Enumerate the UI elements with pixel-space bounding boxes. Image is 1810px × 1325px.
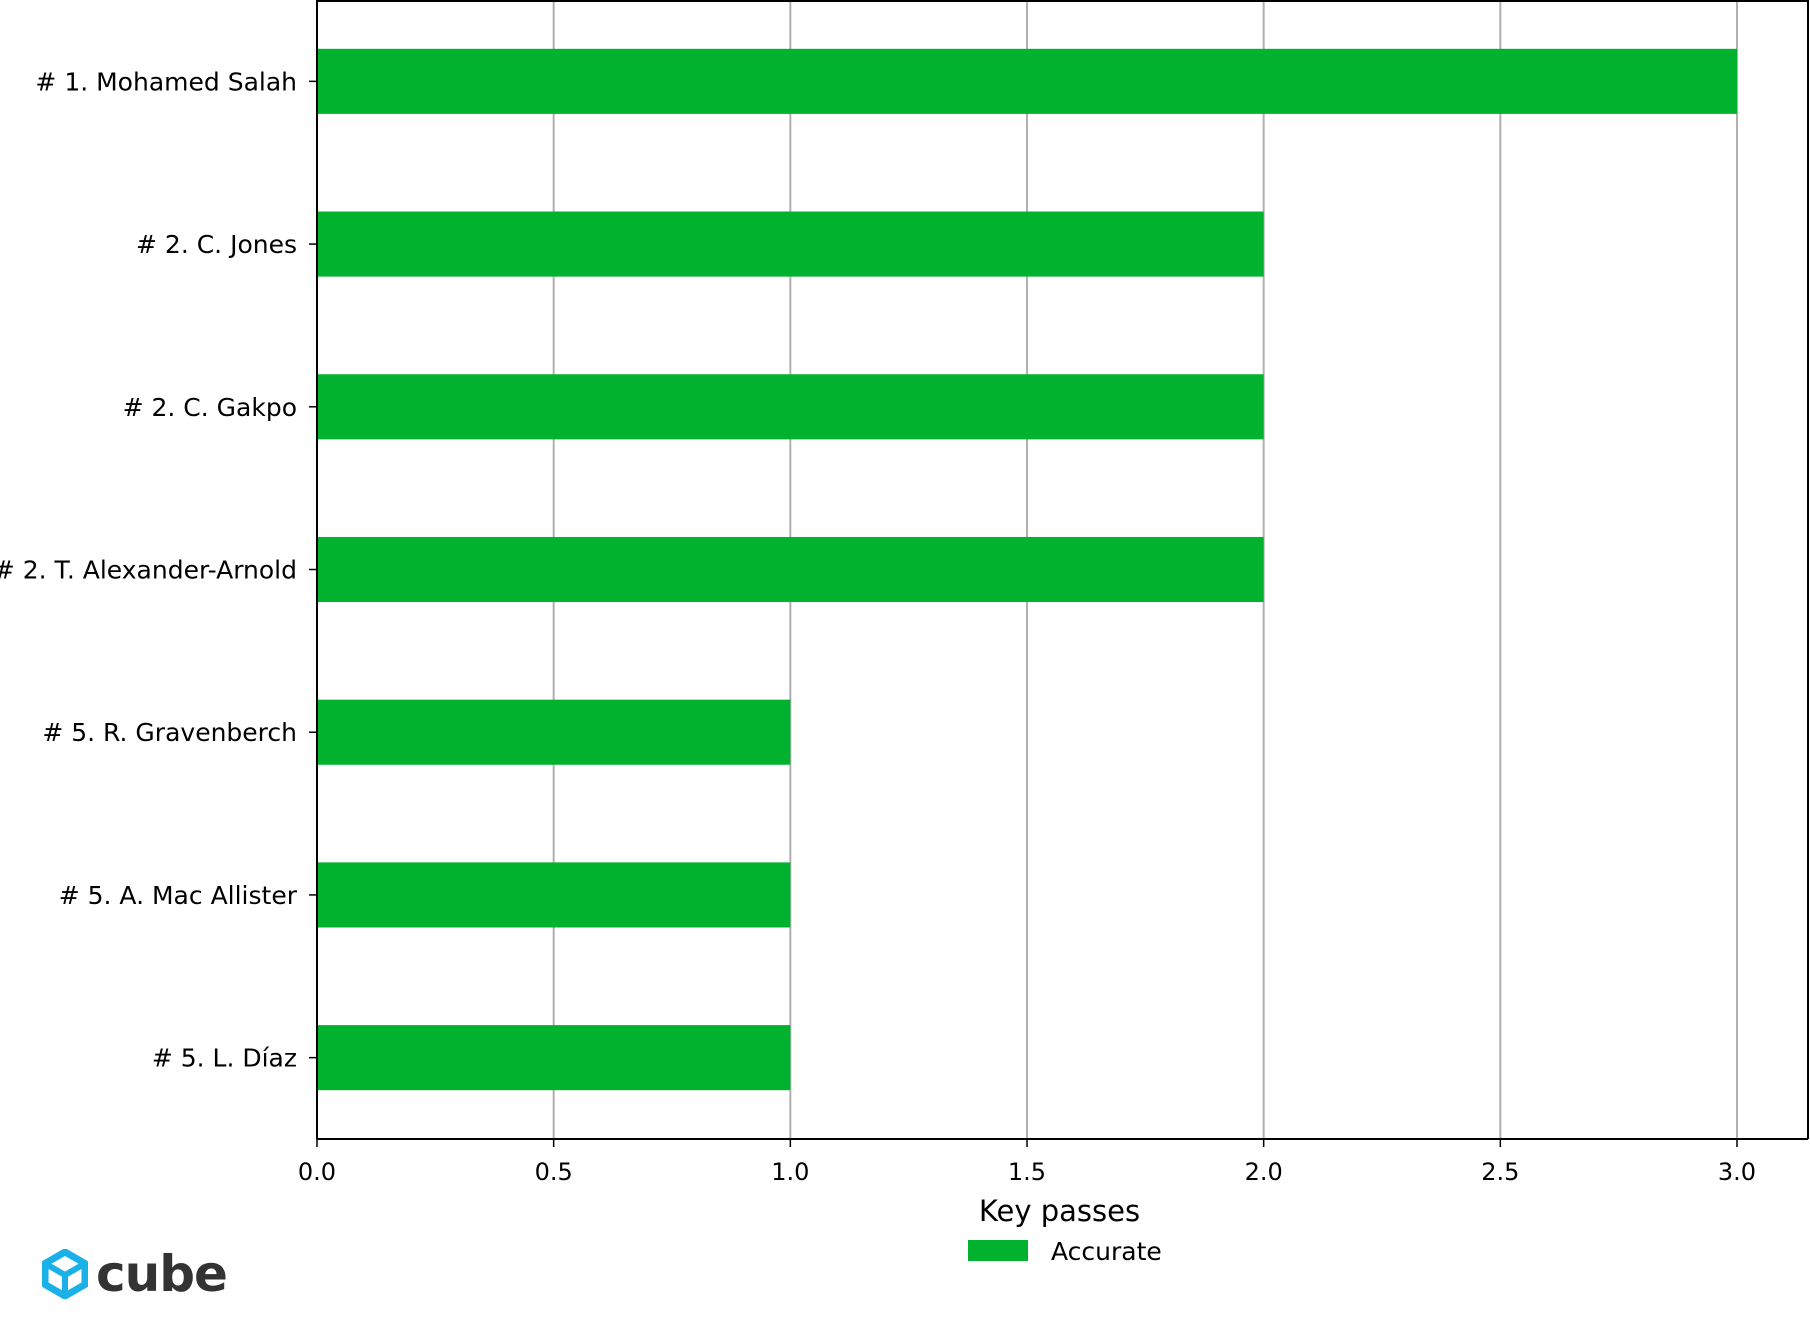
category-label-0: # 1. Mohamed Salah [35,67,297,96]
cube-icon [42,1249,88,1299]
legend: Accurate [968,1237,1162,1266]
x-tick-label-4: 2.0 [1245,1158,1283,1186]
logo-text: cube [96,1245,228,1303]
bar-1 [317,211,1264,277]
bar-0 [317,48,1737,114]
bar-4 [317,699,791,765]
x-tick-labels: 0.0 0.5 1.0 1.5 2.0 2.5 3.0 [298,1158,1756,1186]
bar-6 [317,1025,791,1091]
legend-swatch-accurate [968,1240,1028,1261]
axes [309,0,1809,1147]
x-tick-label-1: 0.5 [535,1158,573,1186]
x-tick-label-3: 1.5 [1008,1158,1046,1186]
bars [317,48,1737,1091]
legend-label-accurate: Accurate [1051,1237,1162,1266]
bar-2 [317,374,1264,440]
category-label-6: # 5. L. Díaz [152,1044,297,1073]
x-tick-label-0: 0.0 [298,1158,336,1186]
x-tick-label-5: 2.5 [1481,1158,1519,1186]
category-label-1: # 2. C. Jones [136,230,297,259]
category-label-2: # 2. C. Gakpo [123,393,297,422]
category-label-5: # 5. A. Mac Allister [59,881,298,910]
bar-3 [317,536,1264,603]
bar-5 [317,862,791,928]
category-label-4: # 5. R. Gravenberch [42,718,297,747]
x-axis-title: Key passes [979,1194,1140,1228]
cube-logo: cube [42,1244,228,1304]
x-tick-label-2: 1.0 [771,1158,809,1186]
x-tick-label-6: 3.0 [1718,1158,1756,1186]
category-label-3: # 2. T. Alexander-Arnold [0,556,297,585]
category-labels: # 1. Mohamed Salah # 2. C. Jones # 2. C. G… [0,67,298,1072]
